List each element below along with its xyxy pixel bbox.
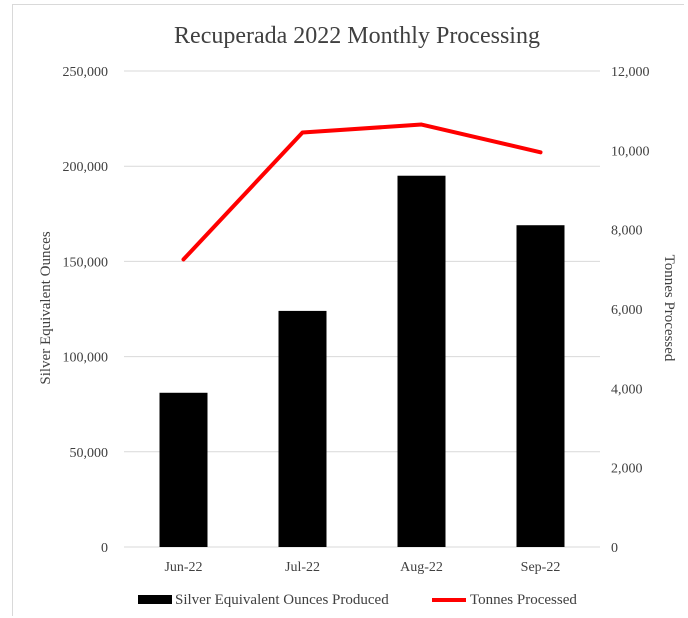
legend-label: Silver Equivalent Ounces Produced xyxy=(175,592,389,608)
y2-tick-label: 8,000 xyxy=(611,224,643,239)
x-tick-label: Sep-22 xyxy=(521,560,561,575)
y-axis-label: Silver Equivalent Ounces xyxy=(38,231,54,384)
legend-label: Tonnes Processed xyxy=(470,592,577,608)
y-tick-label: 50,000 xyxy=(70,446,109,461)
chart-title: Recuperada 2022 Monthly Processing xyxy=(174,23,540,49)
legend-swatch-bar xyxy=(138,595,172,604)
y-tick-label: 150,000 xyxy=(63,255,109,270)
y2-tick-label: 4,000 xyxy=(611,382,643,397)
y2-axis-ticks: 0 2,000 4,000 6,000 8,000 10,000 12,000 xyxy=(611,65,650,556)
y-tick-label: 0 xyxy=(101,541,108,556)
y-tick-label: 100,000 xyxy=(63,351,109,366)
bar xyxy=(397,175,446,547)
legend: Silver Equivalent Ounces Produced Tonnes … xyxy=(138,592,577,608)
y-tick-label: 250,000 xyxy=(63,65,109,80)
bar xyxy=(516,225,565,547)
y2-tick-label: 6,000 xyxy=(611,303,643,318)
x-axis-ticks: Jun-22 Jul-22 Aug-22 Sep-22 xyxy=(164,560,560,575)
chart-frame xyxy=(12,4,684,616)
bar xyxy=(278,310,327,547)
bar xyxy=(159,392,208,547)
y2-tick-label: 0 xyxy=(611,541,618,556)
line-path xyxy=(181,122,543,262)
y2-tick-label: 2,000 xyxy=(611,462,643,477)
x-tick-label: Aug-22 xyxy=(400,560,443,575)
y-tick-label: 200,000 xyxy=(63,160,109,175)
x-tick-label: Jul-22 xyxy=(285,560,320,575)
bar-series xyxy=(159,175,565,547)
y-axis-ticks: 0 50,000 100,000 150,000 200,000 250,000 xyxy=(63,65,109,556)
x-tick-label: Jun-22 xyxy=(164,560,202,575)
y2-tick-label: 10,000 xyxy=(611,144,650,159)
line-series xyxy=(181,122,543,262)
y2-axis-label: Tonnes Processed xyxy=(661,255,677,362)
y2-tick-label: 12,000 xyxy=(611,65,650,80)
